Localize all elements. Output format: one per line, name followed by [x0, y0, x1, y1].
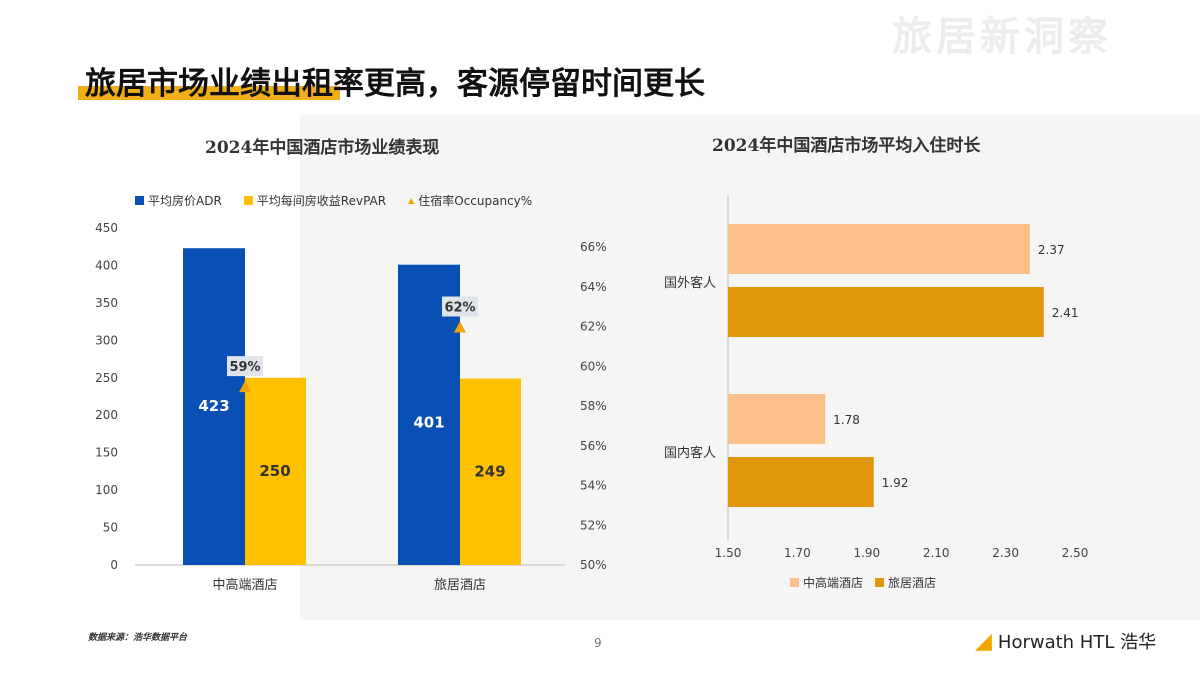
category-label: 国内客人 [664, 445, 716, 461]
page-title: 旅居市场业绩出租率更高，客源停留时间更长 [85, 66, 705, 102]
right-legend: 中高端酒店 旅居酒店 [790, 574, 936, 591]
revpar-data-label: 249 [474, 463, 505, 481]
y2-tick-label: 60% [580, 359, 607, 373]
y-tick-label: 300 [95, 333, 118, 347]
left-legend: 平均房价ADR 平均每间房收益RevPAR ▲ 住宿率Occupancy% [135, 192, 532, 209]
occupancy-marker [239, 381, 251, 393]
y2-tick-label: 66% [580, 240, 607, 254]
y-tick-label: 450 [95, 221, 118, 235]
occupancy-data-label: 62% [444, 301, 475, 316]
horwath-logo: ◢ Horwath HTL 浩华 [975, 628, 1157, 654]
hbar-data-label: 2.41 [1052, 306, 1079, 320]
legend-adr: 平均房价ADR [135, 192, 222, 209]
right-chart-title: 2024年中国酒店市场平均入住时长 [712, 136, 981, 156]
y2-tick-label: 50% [580, 558, 607, 572]
y2-tick-label: 62% [580, 320, 607, 334]
occupancy-label-bg [227, 356, 263, 377]
bar-adr [183, 248, 245, 565]
y-tick-label: 150 [95, 446, 118, 460]
x-tick-label: 1.90 [853, 546, 880, 560]
x-tick-label: 2.10 [923, 546, 950, 560]
data-source: 数据来源：浩华数据平台 [88, 633, 188, 643]
adr-data-label: 401 [413, 414, 444, 432]
hbar-data-label: 2.37 [1038, 243, 1065, 257]
legend-midscale: 中高端酒店 [790, 574, 863, 591]
hbar-midscale [728, 224, 1030, 274]
legend-resort: 旅居酒店 [875, 574, 936, 591]
title-underline [78, 86, 340, 100]
bar-revpar [245, 377, 306, 565]
x-tick-label: 1.50 [715, 546, 742, 560]
left-chart-title: 2024年中国酒店市场业绩表现 [205, 138, 440, 158]
y-tick-label: 400 [95, 258, 118, 272]
hbar-resort [728, 287, 1044, 337]
occupancy-marker [454, 321, 466, 333]
y2-tick-label: 64% [580, 280, 607, 294]
x-tick-label: 2.30 [992, 546, 1019, 560]
occupancy-data-label: 59% [229, 360, 260, 375]
hbar-midscale [728, 394, 826, 444]
y-tick-label: 250 [95, 371, 118, 385]
x-tick-label: 2.50 [1062, 546, 1089, 560]
y2-tick-label: 52% [580, 518, 607, 532]
hbar-data-label: 1.78 [833, 413, 860, 427]
category-label: 旅居酒店 [434, 578, 486, 593]
section-watermark: 旅居新洞察 [892, 13, 1112, 60]
y2-tick-label: 56% [580, 439, 607, 453]
y-tick-label: 50 [103, 521, 118, 535]
y2-tick-label: 58% [580, 399, 607, 413]
y-tick-label: 0 [110, 558, 118, 572]
x-tick-label: 1.70 [784, 546, 811, 560]
y-tick-label: 200 [95, 408, 118, 422]
hbar-resort [728, 457, 874, 507]
adr-data-label: 423 [198, 397, 229, 415]
y-tick-label: 100 [95, 483, 118, 497]
hbar-data-label: 1.92 [882, 476, 909, 490]
y2-tick-label: 54% [580, 479, 607, 493]
revpar-data-label: 250 [259, 462, 290, 480]
logo-mark-icon: ◢ [975, 628, 992, 654]
bar-revpar [460, 378, 521, 565]
legend-occupancy: ▲ 住宿率Occupancy% [408, 194, 533, 208]
category-label: 中高端酒店 [212, 577, 277, 593]
page-number: 9 [594, 636, 602, 650]
occupancy-label-bg [442, 296, 478, 317]
y-tick-label: 350 [95, 296, 118, 310]
category-label: 国外客人 [664, 275, 716, 291]
legend-revpar: 平均每间房收益RevPAR [243, 192, 386, 209]
